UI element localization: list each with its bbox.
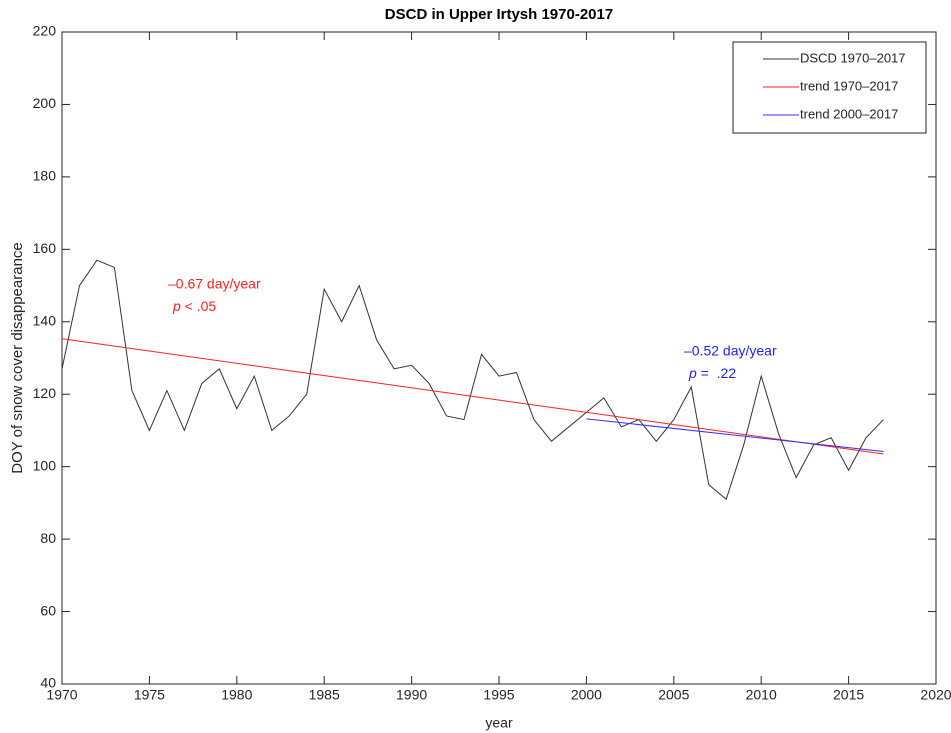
annotation-p-value: = .22 [697,365,737,381]
y-tick-label: 220 [33,23,57,39]
legend-label: trend 1970–2017 [800,78,898,93]
x-tick-label: 1980 [221,687,252,703]
x-tick-label: 2000 [571,687,602,703]
x-tick-label: 2010 [746,687,777,703]
x-axis-label: year [485,715,513,731]
y-tick-label: 140 [33,312,57,328]
x-tick-label: 1985 [309,687,340,703]
annotation-p: p = .22 [688,365,736,381]
x-tick-label: 1995 [483,687,514,703]
chart-title: DSCD in Upper Irtysh 1970-2017 [385,6,613,23]
annotation: –0.52 day/year [684,343,777,359]
y-tick-label: 40 [40,675,56,691]
annotation: –0.67 day/year [168,276,261,292]
y-tick-label: 60 [40,602,56,618]
x-tick-label: 2015 [833,687,864,703]
x-tick-label: 1975 [134,687,165,703]
annotation-p-symbol: p [172,298,181,314]
y-tick-label: 100 [33,457,57,473]
y-axis-label: DOY of snow cover disappearance [9,242,26,474]
x-tick-label: 2020 [920,687,951,703]
y-tick-label: 180 [33,168,57,184]
y-tick-label: 120 [33,385,57,401]
legend-label: DSCD 1970–2017 [800,50,906,65]
annotation-p: p < .05 [172,298,216,314]
annotation-p-symbol: p [688,365,697,381]
y-tick-label: 80 [40,530,56,546]
x-tick-label: 1970 [46,687,77,703]
x-tick-label: 2005 [658,687,689,703]
y-tick-label: 200 [33,95,57,111]
annotation-p-value: < .05 [181,298,217,314]
legend-label: trend 2000–2017 [800,106,898,121]
data-line [61,259,884,501]
data-line [586,418,884,452]
x-tick-label: 1990 [396,687,427,703]
data-line [61,338,884,455]
y-tick-label: 160 [33,240,57,256]
